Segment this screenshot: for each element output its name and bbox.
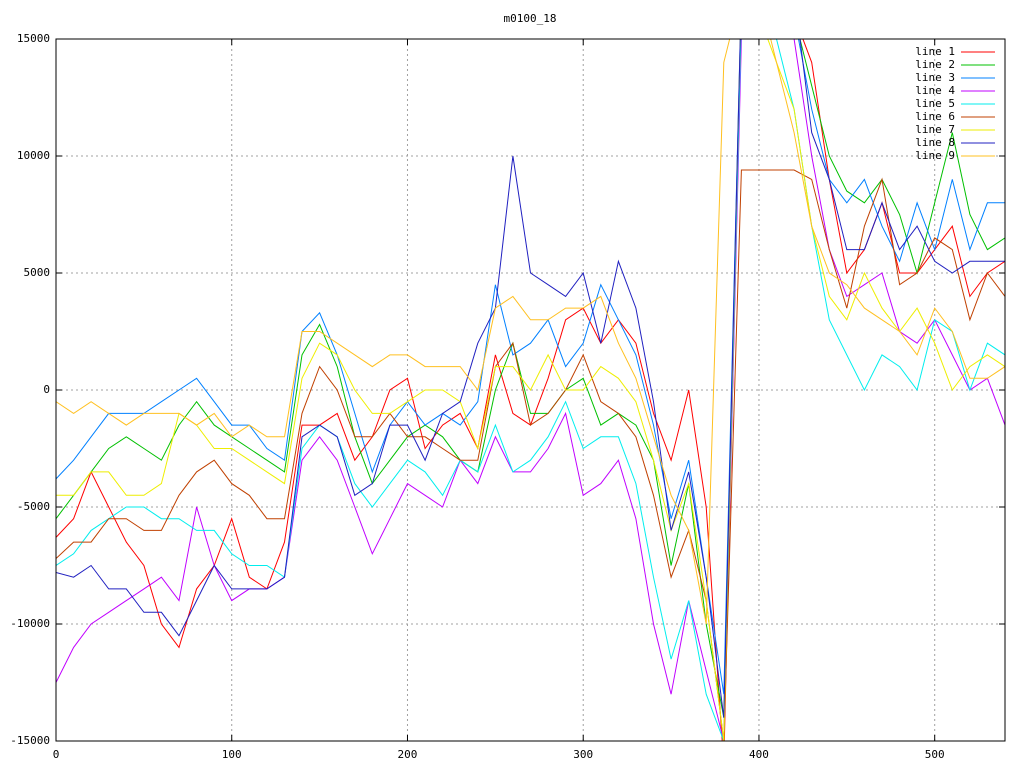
plot-lines (56, 39, 1005, 741)
legend-label: line 7 (915, 123, 955, 136)
x-tick-label: 400 (749, 748, 769, 761)
series-line (56, 39, 1005, 741)
series-line (56, 39, 1005, 625)
legend-label: line 8 (915, 136, 955, 149)
legend-label: line 6 (915, 110, 955, 123)
legend-label: line 1 (915, 45, 955, 58)
y-tick-label: -15000 (10, 734, 50, 747)
series-line (56, 39, 1005, 695)
legend-label: line 4 (915, 84, 955, 97)
x-tick-label: 100 (222, 748, 242, 761)
y-tick-label: 5000 (24, 266, 51, 279)
axes: -15000 -10000 -5000 0 5000 10000 15000 0 100 200 3… (10, 32, 1005, 761)
legend-label: line 3 (915, 71, 955, 84)
chart-title: m0100_18 (504, 12, 557, 25)
series-line (56, 39, 1005, 741)
y-tick-label: -5000 (17, 500, 50, 513)
y-tick-label: 15000 (17, 32, 50, 45)
x-tick-label: 0 (53, 748, 60, 761)
x-tick-label: 300 (573, 748, 593, 761)
legend-label: line 5 (915, 97, 955, 110)
series-line (56, 39, 1005, 718)
y-tick-label: 0 (43, 383, 50, 396)
y-tick-label: -10000 (10, 617, 50, 630)
x-tick-label: 200 (398, 748, 418, 761)
series-line (56, 39, 1005, 718)
legend-label: line 9 (915, 149, 955, 162)
series-line (56, 169, 1005, 741)
x-tick-label: 500 (925, 748, 945, 761)
legend-label: line 2 (915, 58, 955, 71)
y-tick-label: 10000 (17, 149, 50, 162)
